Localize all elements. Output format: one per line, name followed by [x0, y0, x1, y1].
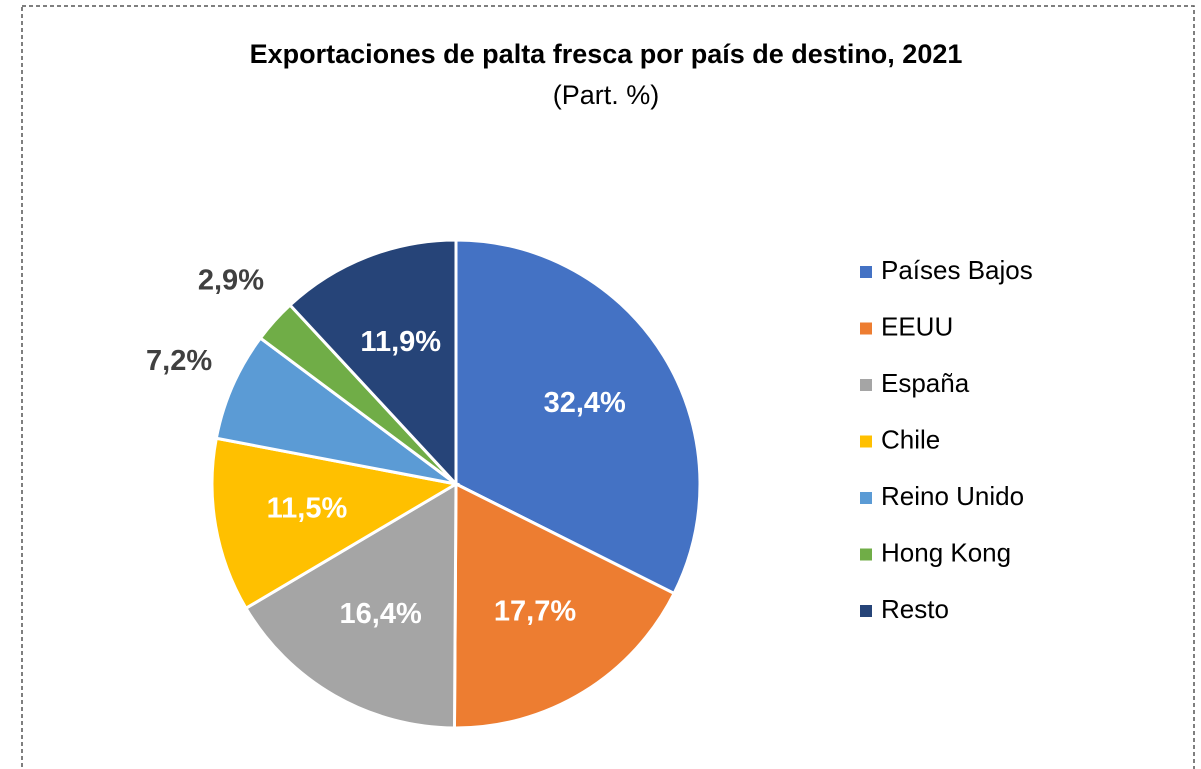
pie-slice — [454, 238, 702, 596]
chart-subtitle: (Part. %) — [553, 80, 660, 110]
legend-swatch — [860, 322, 872, 335]
legend-swatch — [860, 435, 872, 448]
legend-label: Hong Kong — [881, 537, 1011, 567]
data-label: 16,4% — [340, 598, 422, 630]
legend-swatch — [860, 492, 872, 504]
legend-label: España — [881, 368, 970, 398]
legend-label: Reino Unido — [881, 481, 1024, 511]
legend-label: Resto — [881, 594, 949, 624]
legend-swatch — [860, 266, 872, 278]
pie-slice — [287, 238, 458, 488]
data-label: 2,9% — [198, 264, 264, 296]
pie-slice — [243, 481, 458, 730]
pie-slice — [210, 436, 461, 611]
data-label: 17,7% — [494, 596, 576, 628]
data-label: 7,2% — [146, 345, 212, 377]
data-label: 32,4% — [544, 387, 626, 419]
chart-title: Exportaciones de palta fresca por país d… — [250, 39, 963, 69]
data-label: 11,5% — [267, 493, 348, 525]
legend-label: Chile — [881, 424, 940, 454]
legend-swatch — [860, 548, 872, 561]
legend-label: EEUU — [881, 311, 953, 341]
legend-label: Países Bajos — [881, 255, 1033, 285]
data-label: 11,9% — [360, 326, 441, 358]
pie-slice — [452, 481, 677, 730]
legend-swatch — [860, 379, 872, 391]
pie-slice — [214, 336, 457, 486]
legend-swatch — [860, 605, 872, 617]
